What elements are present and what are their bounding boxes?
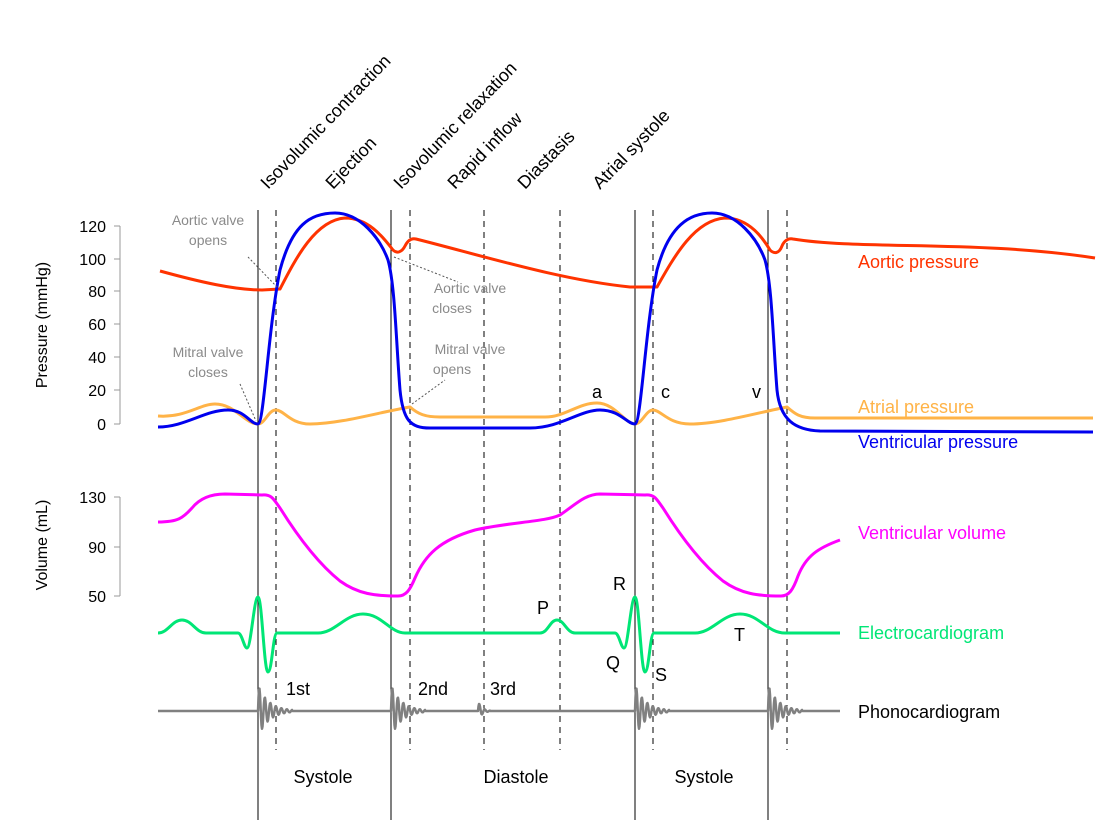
ecg-t-label: T (734, 625, 745, 645)
legend: Aortic pressure Atrial pressure Ventricu… (858, 252, 1018, 722)
heart-sound-2nd: 2nd (418, 679, 448, 699)
tick-label: 120 (79, 219, 106, 236)
phase-ejection: Ejection (321, 133, 380, 193)
wave-v-label: v (752, 382, 761, 402)
note-mitral-valve-closes: Mitral valve (173, 344, 244, 360)
phase-isovolumic-contraction: Isovolumic contraction (256, 51, 394, 193)
phase-atrial-systole: Atrial systole (588, 105, 673, 192)
tick-label: 60 (88, 317, 106, 334)
legend-ventricular-volume: Ventricular volume (858, 523, 1006, 543)
ventricular-volume-curve (157, 492, 841, 598)
note-aortic-valve-opens: opens (189, 232, 227, 248)
ecg-s-label: S (655, 665, 667, 685)
phase-dashed-dividers (275, 210, 788, 750)
tick-label: 130 (79, 490, 106, 507)
annotation-leaders (239, 256, 459, 422)
ventricular-pressure-curve (157, 211, 1094, 434)
note-aortic-valve-closes: Aortic valve (434, 280, 507, 296)
legend-phonocardiogram: Phonocardiogram (858, 702, 1000, 722)
note-aortic-valve-closes: closes (432, 300, 472, 316)
tick-label: 90 (88, 540, 106, 557)
ecg-p-label: P (537, 598, 549, 618)
wave-c-label: c (661, 382, 670, 402)
pressure-axis-label: Pressure (mmHg) (34, 262, 51, 388)
note-mitral-valve-opens: opens (433, 361, 471, 377)
cycle-systole: Systole (674, 767, 733, 787)
volume-axis-label: Volume (mL) (34, 500, 51, 591)
ecg-r-label: R (613, 574, 626, 594)
tick-label: 100 (79, 252, 106, 269)
cycle-systole: Systole (293, 767, 352, 787)
aortic-pressure-curve (159, 216, 1096, 292)
ecg-q-label: Q (606, 653, 620, 673)
tick-label: 0 (97, 417, 106, 434)
wave-a-label: a (592, 382, 603, 402)
legend-atrial-pressure: Atrial pressure (858, 397, 974, 417)
electrocardiogram-curve (157, 595, 840, 674)
phonocardiogram-curve (157, 687, 841, 730)
tick-label: 40 (88, 350, 106, 367)
note-mitral-valve-opens: Mitral valve (435, 341, 506, 357)
note-mitral-valve-closes: closes (188, 364, 228, 380)
tick-label: 80 (88, 284, 106, 301)
tick-label: 50 (88, 589, 106, 606)
legend-ventricular-pressure: Ventricular pressure (858, 432, 1018, 452)
legend-aortic-pressure: Aortic pressure (858, 252, 979, 272)
pressure-axis: 120 100 80 60 40 20 0 Pressure (mmHg) (34, 219, 121, 434)
phase-diastasis: Diastasis (513, 126, 578, 192)
volume-axis: 130 90 50 Volume (mL) (34, 490, 121, 606)
heart-sound-1st: 1st (286, 679, 310, 699)
tick-label: 20 (88, 383, 106, 400)
cycle-diastole: Diastole (483, 767, 548, 787)
note-aortic-valve-opens: Aortic valve (172, 212, 245, 228)
phase-dividers (257, 210, 769, 820)
legend-electrocardiogram: Electrocardiogram (858, 623, 1004, 643)
heart-sound-3rd: 3rd (490, 679, 516, 699)
phase-labels: Isovolumic contraction Ejection Isovolum… (256, 51, 673, 193)
